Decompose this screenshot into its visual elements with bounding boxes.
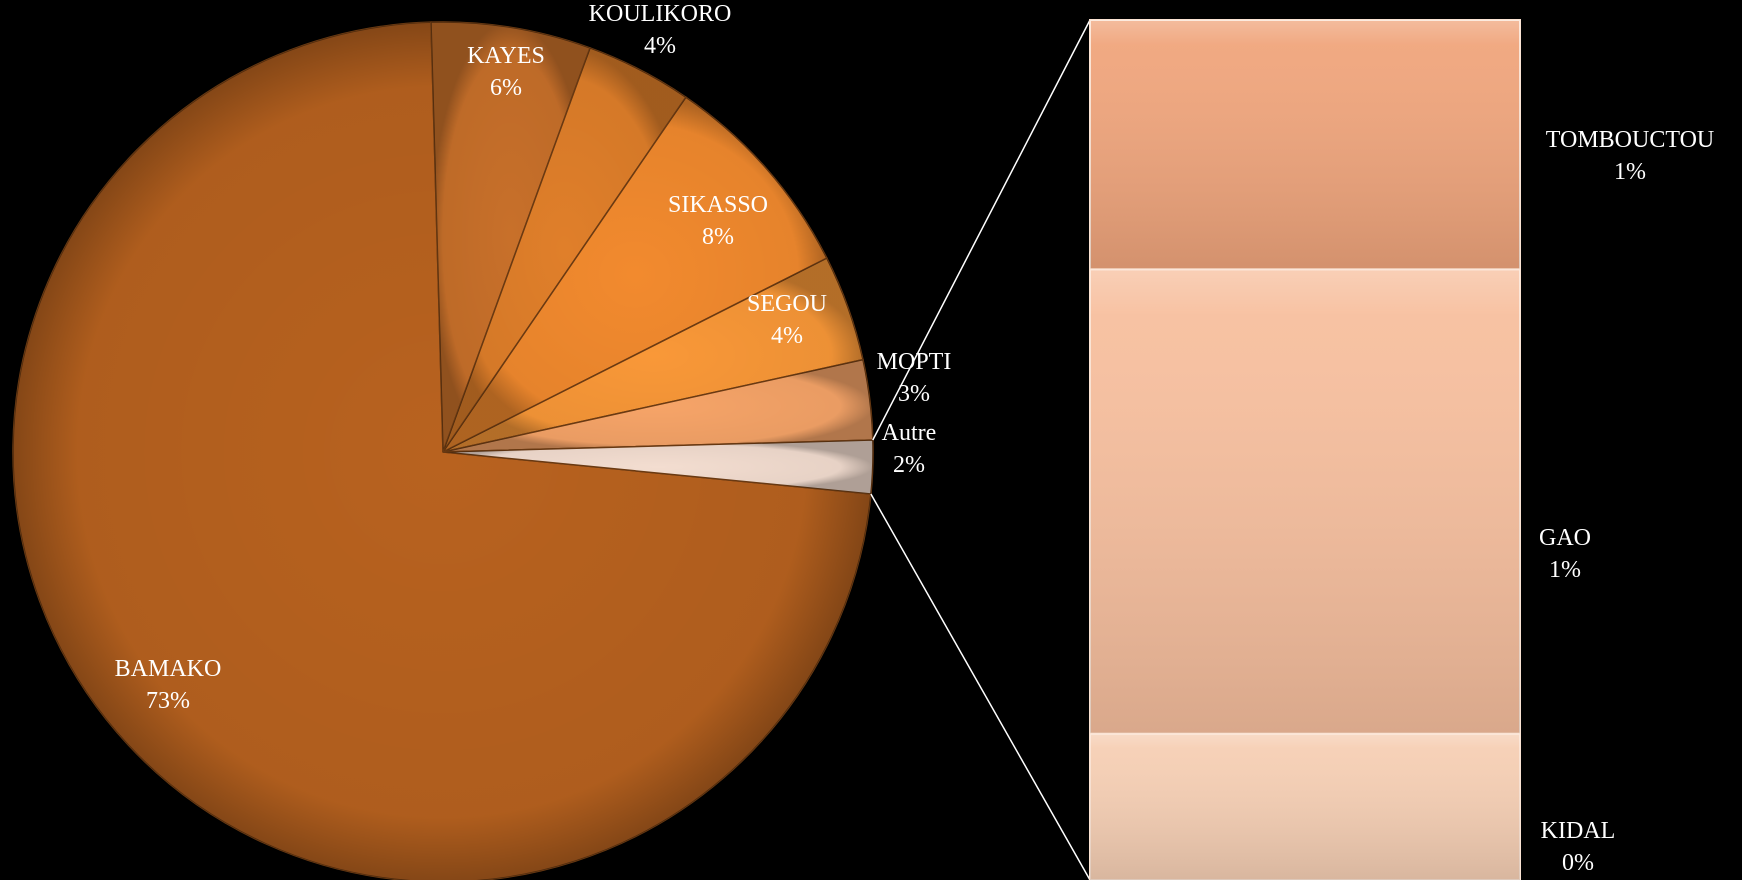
bar-label-tombouctou: TOMBOUCTOU bbox=[1546, 127, 1714, 153]
bar-segment-tombouctou bbox=[1089, 19, 1521, 271]
pie-label-autre: Autre bbox=[882, 420, 937, 446]
pie-value-koulikoro: 4% bbox=[644, 33, 676, 59]
bar-segment-kidal bbox=[1089, 732, 1521, 880]
pie-value-kayes: 6% bbox=[490, 75, 522, 101]
bar-value-kidal: 0% bbox=[1562, 850, 1594, 876]
pie-value-sikasso: 8% bbox=[702, 224, 734, 250]
pie-labels: BAMAKO 73% KAYES 6% KOULIKORO 4% SIKASSO 8% SEGO… bbox=[115, 1, 952, 714]
pie-value-mopti: 3% bbox=[898, 381, 930, 407]
pie-label-segou: SEGOU bbox=[747, 291, 827, 317]
bar-value-gao: 1% bbox=[1549, 557, 1581, 583]
connector-line-bottom bbox=[870, 493, 1091, 880]
pie-value-autre: 2% bbox=[893, 452, 925, 478]
bar-label-gao: GAO bbox=[1539, 525, 1591, 551]
pie-label-mopti: MOPTI bbox=[877, 349, 952, 375]
pie-label-koulikoro: KOULIKORO bbox=[589, 1, 732, 27]
bar-labels: TOMBOUCTOU 1% GAO 1% KIDAL 0% bbox=[1539, 127, 1714, 876]
bar-segment-gao bbox=[1089, 268, 1521, 735]
bar-label-kidal: KIDAL bbox=[1541, 818, 1616, 844]
pie-value-bamako: 73% bbox=[146, 688, 190, 714]
pie-label-bamako: BAMAKO bbox=[115, 656, 222, 682]
bar-segments bbox=[1089, 19, 1521, 880]
pie-label-kayes: KAYES bbox=[467, 43, 545, 69]
connector-line-top bbox=[872, 19, 1091, 441]
pie-value-segou: 4% bbox=[771, 323, 803, 349]
pie-label-sikasso: SIKASSO bbox=[668, 192, 768, 218]
bar-value-tombouctou: 1% bbox=[1614, 159, 1646, 185]
pie-slices bbox=[12, 21, 874, 880]
connector-lines bbox=[870, 19, 1091, 880]
